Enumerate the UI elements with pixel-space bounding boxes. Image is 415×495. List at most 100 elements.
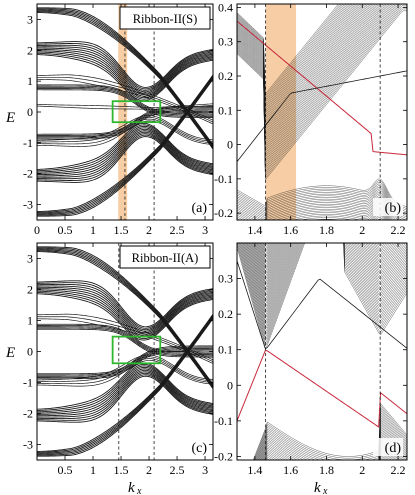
continuum-line bbox=[237, 4, 365, 127]
band-line bbox=[37, 372, 213, 420]
y-tick-label: 0 bbox=[227, 138, 233, 152]
continuum-line bbox=[261, 423, 407, 460]
band-line bbox=[37, 75, 213, 213]
y-tick-label: -0.1 bbox=[214, 414, 233, 428]
ribbon-label-box bbox=[119, 6, 211, 30]
panel-tag-bg bbox=[179, 198, 209, 216]
y-tick-label: 2 bbox=[27, 283, 33, 297]
band-line bbox=[37, 246, 213, 385]
band-line bbox=[37, 250, 213, 389]
crossing-band-line bbox=[37, 345, 213, 375]
continuum-line bbox=[237, 4, 399, 169]
band-line bbox=[37, 293, 213, 341]
x-tick-label: 1.6 bbox=[283, 223, 298, 237]
x-tick-label: 2 bbox=[359, 223, 365, 237]
band-line bbox=[37, 318, 213, 364]
continuum-line bbox=[237, 4, 407, 175]
continuum-line bbox=[237, 4, 359, 120]
continuum-line bbox=[250, 243, 406, 297]
continuum-line bbox=[237, 4, 355, 114]
panel-tag: (c) bbox=[191, 441, 207, 456]
band-line bbox=[37, 79, 213, 125]
continuum-line bbox=[237, 193, 403, 220]
x-tick-label: 2.2 bbox=[391, 223, 406, 237]
band-line bbox=[37, 292, 213, 340]
continuum-line bbox=[237, 8, 407, 179]
y-tick-label: 0.4 bbox=[218, 0, 233, 14]
x-tick-label: 0 bbox=[34, 223, 40, 237]
band-line bbox=[37, 247, 213, 386]
band-line bbox=[37, 365, 213, 413]
band-line bbox=[37, 251, 213, 390]
continuum-line bbox=[244, 243, 407, 319]
crossing-band-line bbox=[37, 88, 213, 117]
svg-text:x: x bbox=[322, 486, 328, 495]
y-tick-label: 3 bbox=[27, 12, 33, 26]
band-line bbox=[37, 314, 213, 453]
band-line bbox=[37, 371, 213, 418]
y-tick-label: 0.3 bbox=[218, 272, 233, 286]
continuum-line bbox=[256, 243, 392, 275]
continuum-line bbox=[237, 197, 397, 220]
band-line bbox=[37, 313, 213, 452]
continuum-line bbox=[243, 243, 407, 322]
plot-area bbox=[237, 243, 407, 460]
band-line bbox=[37, 369, 213, 417]
x-tick-label: 2 bbox=[359, 463, 365, 477]
continuum-line bbox=[263, 430, 405, 460]
y-tick-label: 1 bbox=[27, 74, 33, 88]
y-tick-label: -2 bbox=[23, 167, 33, 181]
continuum-line bbox=[237, 243, 407, 347]
continuum-line bbox=[237, 4, 403, 173]
y-tick-label: 0 bbox=[27, 345, 33, 359]
panel-tag: (a) bbox=[191, 201, 207, 216]
edge-state-partner-line bbox=[237, 70, 407, 162]
y-tick-label: 0 bbox=[227, 378, 233, 392]
continuum-line bbox=[237, 4, 356, 116]
continuum-line bbox=[254, 243, 396, 280]
crossing-band-line bbox=[37, 350, 213, 380]
band-line bbox=[37, 283, 213, 331]
continuum-line bbox=[237, 4, 350, 108]
x-tick-label: 1.4 bbox=[247, 463, 262, 477]
crossing-band-line bbox=[37, 89, 213, 118]
continuum-line bbox=[237, 4, 396, 165]
x-tick-label: 1 bbox=[90, 463, 96, 477]
panel-c: 0.5 1 1.5 2 2.5 3 -3 -2 -1 0 1 2 3 (c) Ribbon-II(A) bbox=[23, 242, 214, 477]
panel-tag: (b) bbox=[385, 201, 402, 216]
continuum-line bbox=[375, 217, 384, 220]
edge-state-line bbox=[237, 349, 407, 428]
x-axis-label-left: k x bbox=[128, 480, 142, 495]
continuum-line bbox=[259, 418, 407, 460]
band-line bbox=[37, 363, 213, 411]
ribbon-label-box bbox=[119, 245, 211, 269]
x-tick-label: 3 bbox=[202, 463, 208, 477]
x-tick-label: 2.2 bbox=[391, 463, 406, 477]
crossing-band-line bbox=[37, 108, 213, 138]
continuum-line bbox=[237, 195, 400, 220]
band-line bbox=[37, 313, 213, 361]
panel-tag-bg bbox=[373, 438, 403, 456]
x-tick-label: 2 bbox=[146, 463, 152, 477]
continuum-line bbox=[261, 425, 407, 460]
continuum-line bbox=[237, 185, 407, 214]
band-line bbox=[37, 362, 213, 410]
crossing-band-line bbox=[37, 327, 213, 357]
x-tick-label: 1.8 bbox=[319, 223, 334, 237]
y-axis-label-bottom: E bbox=[5, 345, 15, 361]
band-line bbox=[37, 318, 213, 457]
y-tick-label: -0.2 bbox=[214, 206, 233, 220]
continuum-line bbox=[237, 190, 407, 220]
continuum-line bbox=[264, 243, 268, 247]
continuum-line bbox=[237, 10, 407, 181]
band-line bbox=[37, 368, 213, 415]
panel-tag: (d) bbox=[385, 441, 402, 456]
band-line bbox=[37, 78, 213, 217]
continuum-line bbox=[257, 413, 407, 460]
continuum-line bbox=[237, 188, 407, 218]
svg-text:k: k bbox=[128, 480, 135, 495]
crossing-band-line bbox=[37, 348, 213, 377]
continuum-line bbox=[247, 243, 407, 308]
y-tick-label: 0.3 bbox=[218, 35, 233, 49]
